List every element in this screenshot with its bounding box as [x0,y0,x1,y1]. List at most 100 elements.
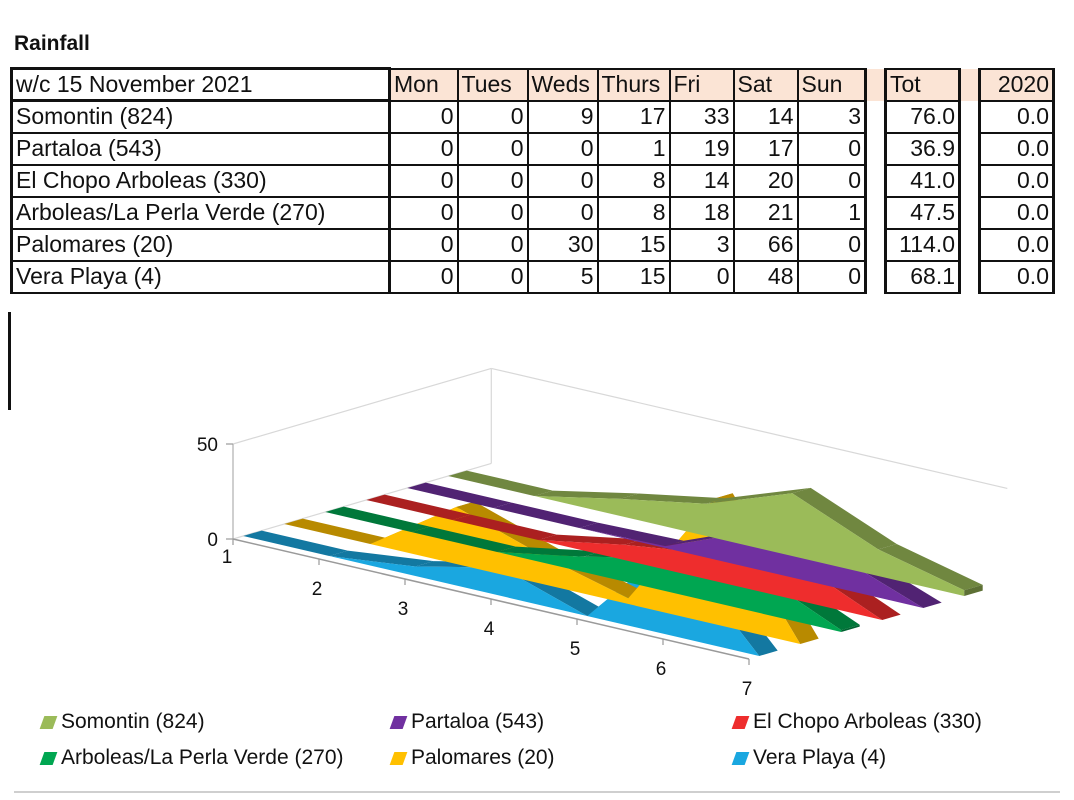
series-ridge [620,493,725,504]
total-value: 41.0 [884,163,961,198]
series-ridge [243,530,348,556]
legend-item: Palomares (20) [389,746,555,770]
gridline-back [491,367,1008,489]
total-value: 114.0 [884,227,961,262]
rain-value: 0 [456,99,529,134]
rain-value: 0 [456,131,529,166]
y-tick-label: 0 [207,530,218,551]
prev-year-value: 0.0 [978,131,1055,166]
day-header: Fri [668,67,735,102]
table-header-row: w/c 15 November 2021 Mon Tues Weds Thurs Fri S… [10,67,1055,102]
table-row: Vera Playa (4) 0 0 5 15 0 48 0 68.1 0.0 [10,259,1055,294]
rain-value: 15 [596,259,671,294]
x-tick-label: 1 [222,547,233,568]
table-row: Partaloa (543) 0 0 0 1 19 17 0 36.9 0.0 [10,131,1055,166]
rain-value: 0 [456,259,529,294]
table-left-border [8,312,11,410]
prev-year-value: 0.0 [978,259,1055,294]
rain-value: 20 [732,163,799,198]
series-ridge [538,534,643,545]
rain-value: 0 [526,163,599,198]
column-gap [864,132,886,165]
rain-value: 1 [796,195,867,230]
total-value: 36.9 [884,131,961,166]
x-tick-label: 6 [656,659,667,680]
legend-item: Somontin (824) [39,710,205,734]
station-name: Arboleas/La Perla Verde (270) [10,195,391,230]
legend-item: Partaloa (543) [389,710,545,734]
series-ridge [329,550,434,567]
rain-value: 0 [388,227,459,262]
rain-value: 0 [456,195,529,230]
station-name: Vera Playa (4) [10,259,391,294]
column-gap [959,164,980,197]
rain-value: 19 [668,131,735,166]
series-area [407,488,924,608]
gridline-side [232,367,492,445]
rain-value: 30 [526,227,599,262]
series-ridge [407,482,512,508]
table-row: El Chopo Arboleas (330) 0 0 0 8 14 20 0 41.0 0.0 [10,163,1055,198]
legend-label: Somontin (824) [61,710,205,733]
column-gap [864,228,886,261]
series-end-face [841,624,860,632]
day-header: Sun [796,67,867,102]
column-gap [864,260,886,293]
rain-value: 0 [668,259,735,294]
table-row: Arboleas/La Perla Verde (270) 0 0 0 8 18 21 1 47… [10,195,1055,230]
x-tick-label: 4 [484,619,495,640]
legend-label: Vera Playa (4) [753,746,887,769]
legend-item: Arboleas/La Perla Verde (270) [39,746,344,770]
rain-value: 5 [526,259,599,294]
column-gap [959,228,980,261]
series-ridge [493,502,598,528]
x-tick-label: 5 [570,639,581,660]
rain-value: 48 [732,259,799,294]
rain-value: 0 [456,227,529,262]
legend-swatch [39,751,58,765]
series-ridge [366,494,471,520]
series-area [325,512,842,632]
x-tick-label: 3 [398,599,409,620]
series-area [284,498,801,644]
column-gap [864,100,886,133]
rain-value: 1 [596,131,671,166]
day-header: Mon [388,67,459,102]
legend-label: Arboleas/La Perla Verde (270) [61,746,344,769]
rain-value: 0 [796,163,867,198]
legend-item: El Chopo Arboleas (330) [731,710,982,734]
series-ridge [452,514,557,540]
prev-year-value: 0.0 [978,163,1055,198]
day-header: Sat [732,67,799,102]
station-name: Somontin (824) [10,99,391,134]
day-header: Tues [456,67,529,102]
series-end-face [964,584,983,596]
rain-value: 14 [668,163,735,198]
station-name: El Chopo Arboleas (330) [10,163,391,198]
rain-value: 15 [596,227,671,262]
rain-value: 17 [596,99,671,134]
table-row: Somontin (824) 0 0 9 17 33 14 3 76.0 0.0 [10,99,1055,134]
rain-value: 9 [526,99,599,134]
table-row: Palomares (20) 0 0 30 15 3 66 0 114.0 0.0 [10,227,1055,262]
station-name: Partaloa (543) [10,131,391,166]
week-label: w/c 15 November 2021 [10,67,391,102]
legend-label: Partaloa (543) [411,710,545,733]
column-gap [959,260,980,293]
column-gap [959,68,980,101]
day-header: Thurs [596,67,671,102]
rain-value: 14 [732,99,799,134]
column-gap [959,132,980,165]
series-area [448,476,965,596]
prev-year-value: 0.0 [978,99,1055,134]
total-value: 47.5 [884,195,961,230]
prev-year-value: 0.0 [978,227,1055,262]
legend-label: El Chopo Arboleas (330) [753,710,982,733]
rain-value: 18 [668,195,735,230]
rain-value: 3 [796,99,867,134]
column-gap [959,196,980,229]
total-value: 76.0 [884,99,961,134]
rain-value: 0 [796,131,867,166]
rain-value: 8 [596,163,671,198]
series-ridge [284,518,389,544]
